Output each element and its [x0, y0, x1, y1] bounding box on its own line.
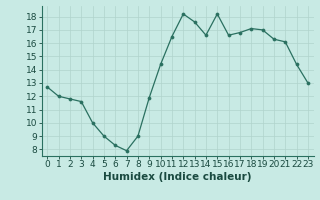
X-axis label: Humidex (Indice chaleur): Humidex (Indice chaleur) [103, 172, 252, 182]
